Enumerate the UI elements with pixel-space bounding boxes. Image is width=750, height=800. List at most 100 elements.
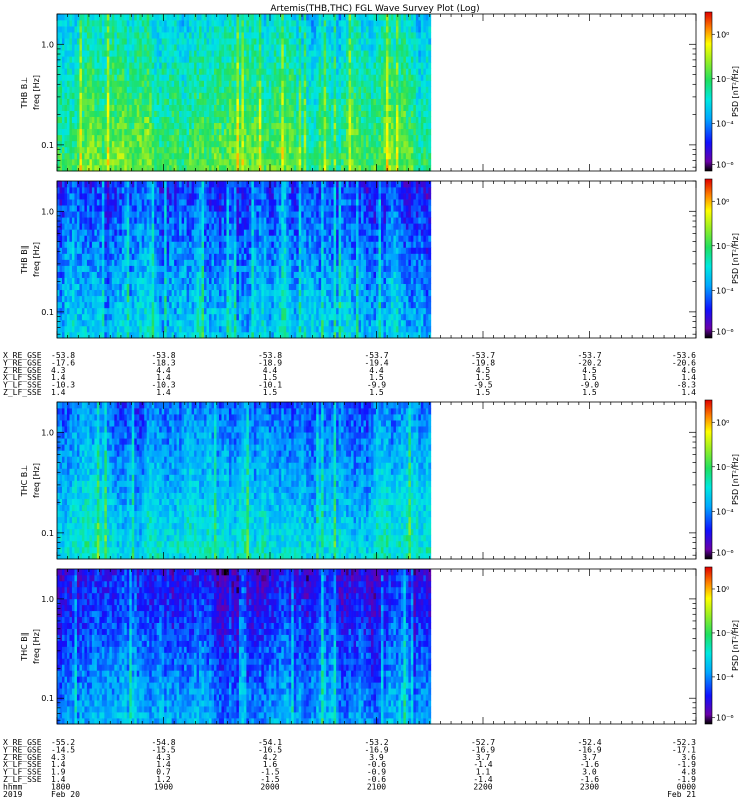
spectrogram-cell (64, 116, 68, 124)
spectrogram-cell (74, 217, 78, 224)
spectrogram-cell (129, 247, 133, 254)
spectrogram-cell (204, 146, 207, 154)
spectrogram-cell (398, 164, 402, 172)
spectrogram-cell (256, 68, 260, 75)
spectrogram-cell (101, 319, 105, 327)
spectrogram-cell (408, 110, 412, 118)
spectrogram-cell (96, 98, 100, 105)
spectrogram-cell (333, 74, 337, 81)
spectrogram-cell (216, 152, 220, 160)
spectrogram-cell (191, 110, 195, 118)
spectrogram-cell (328, 140, 332, 148)
spectrogram-cell (139, 80, 143, 87)
spectrogram-cell (149, 140, 153, 148)
spectrogram-cell (428, 92, 432, 99)
spectrogram-cell (415, 14, 419, 21)
spectrogram-cell (151, 128, 155, 136)
spectrogram-cell (57, 104, 60, 111)
spectrogram-cell (94, 80, 98, 87)
spectrogram-cell (57, 199, 60, 206)
spectrogram-cell (101, 62, 105, 69)
spectrogram-cell (84, 158, 88, 166)
spectrogram-cell (136, 164, 140, 172)
spectrogram-cell (146, 158, 150, 166)
spectrogram-cell (358, 152, 362, 160)
spectrogram-cell (176, 68, 180, 75)
spectrogram-cell (79, 301, 83, 309)
spectrogram-cell (86, 146, 90, 154)
spectrogram-cell (89, 68, 93, 75)
spectrogram-cell (114, 307, 118, 315)
spectrogram-cell (258, 164, 262, 172)
spectrogram-cell (59, 331, 63, 339)
spectrogram-cell (79, 74, 83, 81)
spectrogram-cell (74, 307, 78, 315)
spectrogram-cell (94, 86, 98, 93)
spectrogram-cell (428, 68, 432, 75)
spectrogram-cell (181, 104, 185, 111)
spectrogram-cell (126, 319, 130, 327)
spectrogram-cell (166, 164, 170, 172)
spectrogram-cell (109, 247, 113, 254)
spectrogram-cell (313, 68, 317, 75)
spectrogram-cell (251, 38, 255, 45)
spectrogram-cell (226, 128, 230, 136)
spectrogram-cell (116, 211, 120, 218)
spectrogram-cell (181, 62, 185, 69)
spectrogram-cell (428, 26, 432, 33)
spectrogram-cell (89, 277, 93, 285)
spectrogram-cell (425, 104, 429, 111)
spectrogram-cell (238, 92, 242, 99)
spectrogram-cell (101, 205, 105, 212)
spectrogram-cell (415, 86, 419, 93)
spectrogram-cell (69, 140, 73, 148)
spectrogram-cell (104, 56, 108, 63)
spectrogram-cell (211, 86, 215, 93)
spectrogram-cell (141, 271, 145, 278)
spectrogram-cell (308, 86, 312, 93)
spectrogram-cell (84, 56, 88, 63)
spectrogram-cell (174, 56, 177, 63)
spectrogram-cell (169, 74, 172, 81)
spectrogram-cell (176, 110, 180, 118)
spectrogram-cell (405, 14, 409, 21)
spectrogram-cell (400, 26, 404, 33)
spectrogram-cell (106, 295, 110, 303)
spectrogram-cell (256, 86, 260, 93)
spectrogram-cell (211, 158, 215, 166)
spectrogram-cell (375, 128, 379, 136)
spectrogram-cell (136, 271, 140, 278)
spectrogram-cell (311, 56, 315, 63)
spectrogram-cell (104, 283, 108, 291)
spectrogram-cell (291, 92, 295, 99)
spectrogram-cell (94, 253, 98, 260)
spectrogram-cell (166, 128, 170, 136)
spectrogram-cell (64, 26, 68, 33)
spectrogram-cell (121, 235, 125, 242)
spectrogram-cell (301, 44, 305, 51)
spectrogram-cell (129, 229, 133, 236)
spectrogram-cell (141, 158, 145, 166)
spectrogram-cell (94, 325, 98, 333)
spectrogram-cell (238, 152, 242, 160)
spectrogram-cell (144, 44, 148, 51)
spectrogram-cell (273, 140, 277, 148)
spectrogram-cell (154, 104, 158, 111)
spectrogram-cell (256, 74, 260, 81)
spectrogram-cell (81, 295, 85, 303)
spectrogram-cell (129, 98, 133, 105)
spectrogram-cell (286, 56, 290, 63)
spectrogram-cell (206, 38, 210, 45)
spectrogram-cell (328, 62, 332, 69)
spectrogram-cell (74, 68, 78, 75)
spectrogram-cell (61, 56, 65, 63)
spectrogram-cell (408, 134, 412, 142)
spectrogram-cell (74, 122, 78, 130)
spectrogram-cell (164, 14, 167, 21)
spectrogram-cell (101, 116, 105, 124)
spectrogram-cell (246, 110, 250, 118)
spectrogram-cell (196, 98, 200, 105)
spectrogram-cell (74, 181, 78, 188)
spectrogram-cell (121, 98, 125, 105)
spectrogram-cell (69, 247, 73, 254)
